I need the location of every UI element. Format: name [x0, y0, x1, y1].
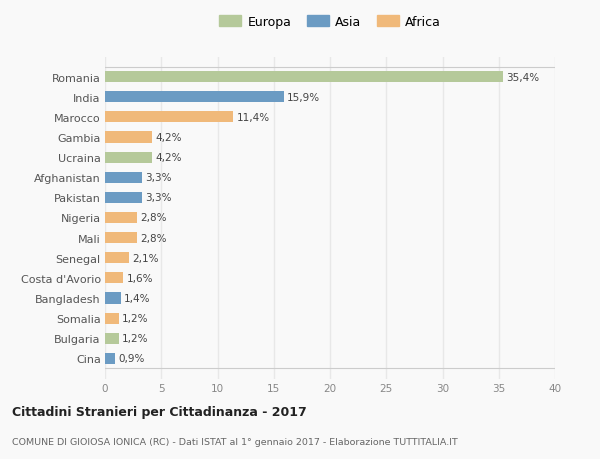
Text: 15,9%: 15,9%	[287, 93, 320, 102]
Text: 2,1%: 2,1%	[132, 253, 158, 263]
Bar	[105, 92, 284, 103]
Bar	[105, 313, 119, 324]
Text: 1,6%: 1,6%	[127, 273, 153, 283]
Text: 1,2%: 1,2%	[122, 334, 148, 343]
Bar	[105, 172, 142, 184]
Text: 1,4%: 1,4%	[124, 293, 151, 303]
Bar	[105, 233, 137, 244]
Bar	[105, 333, 119, 344]
Bar	[105, 72, 503, 83]
Text: 4,2%: 4,2%	[155, 133, 182, 143]
Text: 4,2%: 4,2%	[155, 153, 182, 163]
Bar	[105, 132, 152, 143]
Bar	[105, 112, 233, 123]
Bar	[105, 353, 115, 364]
Bar	[105, 252, 128, 264]
Text: 1,2%: 1,2%	[122, 313, 148, 324]
Text: 3,3%: 3,3%	[146, 173, 172, 183]
Text: 2,8%: 2,8%	[140, 233, 166, 243]
Bar	[105, 192, 142, 203]
Bar	[105, 273, 123, 284]
Text: 3,3%: 3,3%	[146, 193, 172, 203]
Text: 2,8%: 2,8%	[140, 213, 166, 223]
Text: COMUNE DI GIOIOSA IONICA (RC) - Dati ISTAT al 1° gennaio 2017 - Elaborazione TUT: COMUNE DI GIOIOSA IONICA (RC) - Dati IST…	[12, 437, 458, 446]
Bar	[105, 213, 137, 224]
Legend: Europa, Asia, Africa: Europa, Asia, Africa	[214, 11, 446, 34]
Text: Cittadini Stranieri per Cittadinanza - 2017: Cittadini Stranieri per Cittadinanza - 2…	[12, 405, 307, 419]
Bar	[105, 152, 152, 163]
Text: 0,9%: 0,9%	[119, 353, 145, 364]
Text: 35,4%: 35,4%	[506, 73, 540, 83]
Bar	[105, 293, 121, 304]
Text: 11,4%: 11,4%	[236, 112, 270, 123]
